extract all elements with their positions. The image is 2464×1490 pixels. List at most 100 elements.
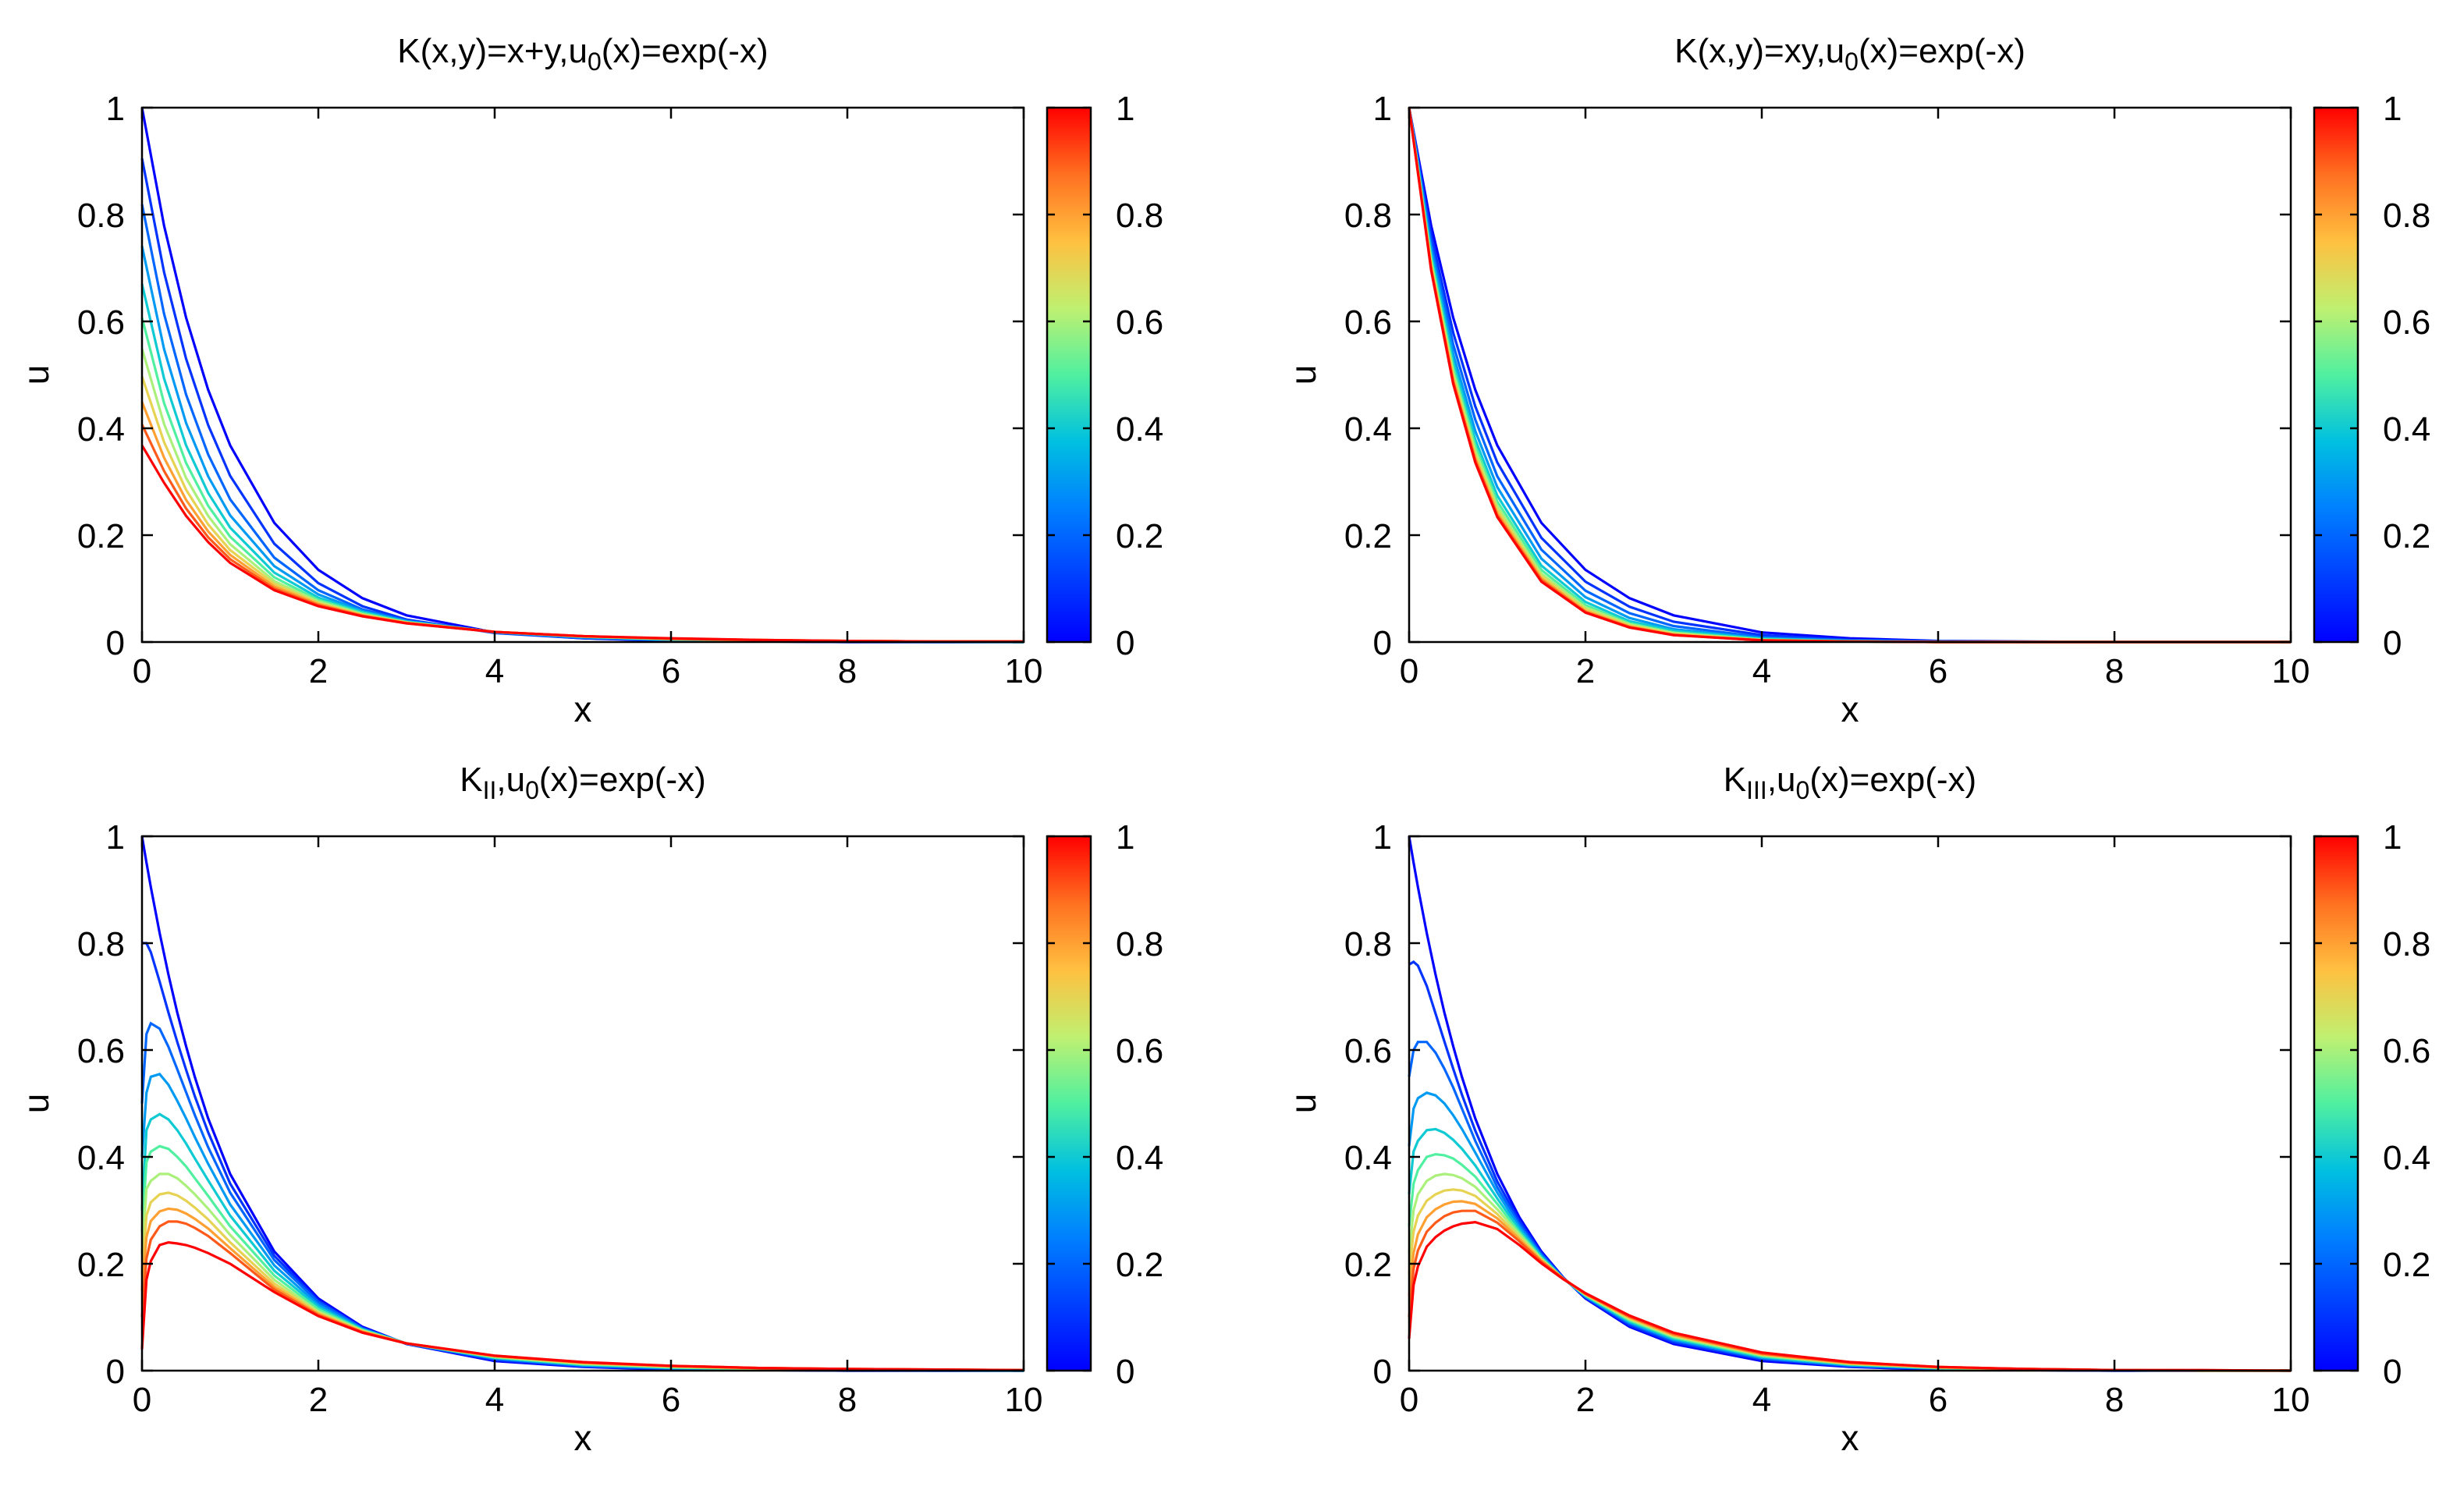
series-line-9 (140, 424, 1024, 643)
series-line-0 (1408, 835, 2291, 1372)
series-line-1 (1408, 107, 2291, 644)
y-tick-label: 0.2 (77, 517, 125, 555)
x-tick-label: 0 (133, 1381, 151, 1419)
x-tick-label: 6 (1929, 652, 1947, 690)
series-line-6 (1408, 1172, 2291, 1372)
x-tick-label: 4 (485, 652, 504, 690)
colorbar-tick-label: 0.4 (1116, 1139, 1163, 1177)
series-line-10 (1408, 107, 2291, 644)
y-tick-label: 0.8 (1344, 197, 1392, 235)
series-line-0 (140, 107, 1024, 644)
x-axis-label: x (574, 1417, 592, 1458)
y-tick-label: 0.8 (1344, 925, 1392, 963)
colorbar-tick-label: 1 (1116, 818, 1134, 857)
colorbar (2313, 106, 2359, 644)
series-line-3 (1408, 107, 2291, 644)
colorbar-tick-label: 0 (2383, 1353, 2402, 1391)
series-line-1 (1408, 960, 2291, 1372)
y-tick-label: 0.6 (77, 303, 125, 342)
y-axis-label: u (1283, 365, 1323, 385)
colorbar-tick-label: 0.4 (2383, 1139, 2430, 1177)
colorbar-tick-label: 0.8 (1116, 197, 1163, 235)
y-tick-label: 0.2 (1344, 517, 1392, 555)
colorbar-tick-label: 0.6 (2383, 1032, 2430, 1070)
colorbar-tick-label: 0 (1116, 1353, 1134, 1391)
colorbar-tick-label: 1 (2383, 818, 2402, 857)
series-line-5 (1408, 107, 2291, 644)
colorbar (2313, 835, 2359, 1372)
y-tick-label: 0.2 (77, 1246, 125, 1284)
series-line-8 (1408, 107, 2291, 644)
series-line-2 (1408, 1041, 2291, 1372)
y-axis-label: u (16, 1094, 56, 1114)
colorbar-tick-label: 0.8 (2383, 197, 2430, 235)
y-tick-label: 0 (106, 1353, 125, 1391)
series-line-2 (140, 1021, 1024, 1372)
x-tick-label: 2 (1576, 652, 1595, 690)
y-tick-label: 0.8 (77, 925, 125, 963)
y-tick-label: 0.4 (77, 410, 125, 449)
colorbar-tick-label: 0.2 (1116, 517, 1163, 555)
chart-title: KII,u0(x)=exp(-x) (460, 761, 706, 804)
y-tick-label: 0.6 (1344, 303, 1392, 342)
y-tick-label: 1 (1373, 90, 1392, 128)
series-line-7 (140, 1191, 1024, 1371)
colorbar-tick-label: 0.8 (2383, 925, 2430, 963)
panel-1: 0 2 4 6 8 1000.20.40.60.81xuK(x,y)=x+y,u0(x)=… (16, 32, 1163, 729)
x-tick-label: 6 (662, 1381, 680, 1419)
x-tick-label: 10 (2272, 652, 2310, 690)
x-tick-label: 10 (1005, 652, 1043, 690)
x-tick-label: 8 (2105, 652, 2124, 690)
y-tick-label: 0 (106, 624, 125, 662)
colorbar-tick-label: 0 (2383, 624, 2402, 662)
y-tick-label: 0 (1373, 624, 1392, 662)
colorbar-tick-label: 0 (1116, 624, 1134, 662)
y-tick-label: 0.4 (77, 1139, 125, 1177)
x-tick-label: 6 (662, 652, 680, 690)
colorbar-tick-label: 0.6 (1116, 303, 1163, 342)
series-line-4 (1408, 107, 2291, 644)
colorbar-tick-label: 1 (2383, 90, 2402, 128)
x-tick-label: 4 (1752, 652, 1771, 690)
chart-title: K(x,y)=x+y,u0(x)=exp(-x) (397, 32, 768, 76)
panel-3: 0 2 4 6 8 1000.20.40.60.81xuKII,u0(x)=exp(-x)… (16, 761, 1163, 1458)
plot-frame (140, 106, 1025, 644)
x-tick-label: 2 (1576, 1381, 1595, 1419)
x-tick-label: 4 (1752, 1381, 1771, 1419)
y-tick-label: 0.4 (1344, 410, 1392, 449)
panel-2: 0 2 4 6 8 1000.20.40.60.81xuK(x,y)=xy,u0(x)=e… (1283, 32, 2430, 729)
x-tick-label: 6 (1929, 1381, 1947, 1419)
y-tick-label: 0.8 (77, 197, 125, 235)
series-line-10 (1408, 1220, 2292, 1372)
y-tick-label: 0.6 (77, 1032, 125, 1070)
y-tick-label: 0.2 (1344, 1246, 1392, 1284)
panel-4: 0 2 4 6 8 1000.20.40.60.81xuKIII,u0(x)=exp(-x… (1283, 761, 2430, 1458)
x-tick-label: 10 (1005, 1381, 1043, 1419)
series-line-5 (140, 317, 1024, 644)
series-line-9 (1408, 107, 2291, 644)
series-line-1 (142, 942, 1024, 1372)
y-tick-label: 1 (106, 818, 125, 857)
chart-title: KIII,u0(x)=exp(-x) (1724, 761, 1976, 804)
colorbar-tick-label: 0.2 (2383, 517, 2430, 555)
colorbar-tick-label: 0.6 (1116, 1032, 1163, 1070)
series-line-6 (140, 348, 1024, 643)
y-tick-label: 0 (1373, 1353, 1392, 1391)
series-line-9 (1408, 1209, 2292, 1372)
series-line-9 (140, 1220, 1024, 1371)
y-tick-label: 0.6 (1344, 1032, 1392, 1070)
x-tick-label: 4 (485, 1381, 504, 1419)
colorbar-tick-label: 0.2 (1116, 1246, 1163, 1284)
x-tick-label: 2 (309, 652, 328, 690)
colorbar-tick-label: 0.6 (2383, 303, 2430, 342)
x-tick-label: 8 (2105, 1381, 2124, 1419)
series-line-10 (140, 445, 1024, 643)
x-tick-label: 0 (1400, 652, 1418, 690)
colorbar (1046, 835, 1092, 1372)
colorbar-tick-label: 0.4 (1116, 410, 1163, 449)
series-line-1 (140, 158, 1024, 644)
colorbar-tick-label: 0.8 (1116, 925, 1163, 963)
y-tick-label: 1 (106, 90, 125, 128)
series-line-6 (1408, 107, 2291, 644)
